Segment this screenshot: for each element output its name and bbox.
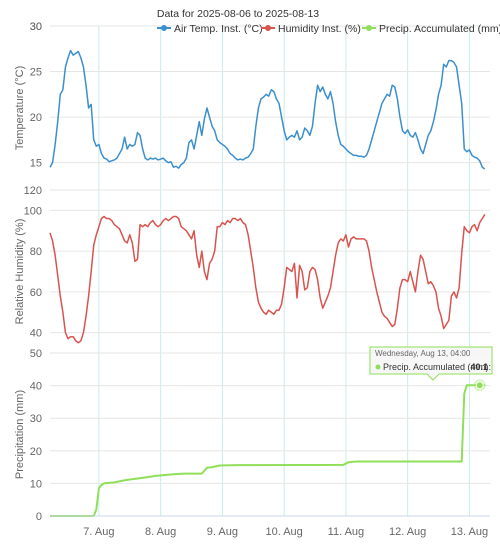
tooltip-marker [375,364,381,370]
legend-item[interactable]: Humidity Inst. (%) [261,23,361,35]
legend-marker [366,25,372,31]
series-line-0[interactable] [49,49,486,170]
legend-label: Air Temp. Inst. (°C) [174,23,263,35]
y-tick-label: 40 [30,328,42,340]
axes-layer: 7. Aug 8. Aug 9. Aug 10. Aug 11. Aug 12. Aug 1… [14,21,490,538]
tooltip-label: Precip. Accumulated (mm): [383,362,491,372]
legend-marker [265,25,271,31]
legend-marker [161,25,167,31]
x-tick-label: 12. Aug [389,526,426,538]
legend-label: Humidity Inst. (%) [278,23,361,35]
legend-label: Precip. Accumulated (mm) [379,23,500,35]
tooltip-date: Wednesday, Aug 13, 04:00 [375,349,471,358]
y-tick-label: 20 [30,446,42,458]
y-tick-label: 20 [30,112,42,124]
y-tick-label: 100 [24,205,42,217]
legend-item[interactable]: Precip. Accumulated (mm) [362,23,500,35]
chart-header: Data for 2025-08-06 to 2025-08-13 Air Te… [157,8,500,35]
x-tick-label: 10. Aug [265,526,302,538]
y-tick-label: 10 [30,478,42,490]
y-tick-label: 30 [30,413,42,425]
x-tick-label: 8. Aug [145,526,176,538]
x-tick-label: 9. Aug [207,526,238,538]
hover-point[interactable] [475,381,484,390]
tooltip-value: 40.1 [470,362,488,372]
y-tick-label: 0 [36,511,42,523]
tooltip: Wednesday, Aug 13, 04:00 Precip. Accumula… [369,346,493,392]
y-tick-label: 50 [30,348,42,360]
y-tick-label: 15 [30,158,42,170]
tooltip-box [369,346,493,381]
y-axis-title: Temperature (°C) [14,66,26,150]
series-line-2[interactable] [50,384,485,517]
y-tick-label: 80 [30,246,42,258]
legend-item[interactable]: Air Temp. Inst. (°C) [157,23,263,35]
series-layer [49,49,486,517]
y-tick-label: 30 [30,21,42,33]
grid-layer [50,25,490,517]
y-tick-label: 30 [30,21,42,33]
y-tick-label: 60 [30,287,42,299]
y-axis-title: Relative Humidity (%) [14,219,26,325]
chart-title: Data for 2025-08-06 to 2025-08-13 [157,8,319,20]
y-axis-title: Precipitation (mm) [14,390,26,479]
series-line-1[interactable] [49,214,486,344]
x-tick-label: 11. Aug [328,526,365,538]
y-tick-label: 40 [30,381,42,393]
legend: Air Temp. Inst. (°C) Humidity Inst. (%) Pr… [157,23,500,35]
y-tick-label: 120 [24,185,42,197]
x-tick-label: 7. Aug [83,526,114,538]
y-tick-label: 25 [30,67,42,79]
x-tick-label: 13. Aug [451,526,488,538]
